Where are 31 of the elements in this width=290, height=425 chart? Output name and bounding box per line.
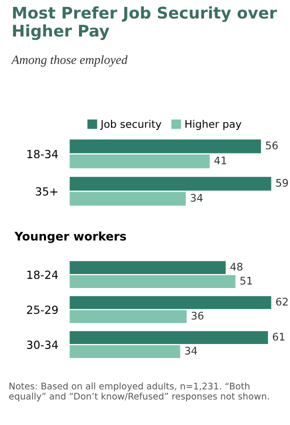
bar [70,176,272,191]
data-label: 61 [272,332,284,341]
data-label: 56 [266,142,278,150]
bar [70,310,187,324]
legend-label: Job security [100,120,162,130]
y-tick-label: 25-29 [27,306,58,314]
bar [70,192,186,206]
bar [70,275,236,288]
data-label: 34 [185,346,198,355]
data-label: 62 [276,298,288,306]
chart-title: Most Prefer Job Security over Higher Pay [13,6,277,40]
bar [70,261,226,274]
bar [70,296,272,310]
y-tick-label: 35+ [36,187,58,196]
data-label: 51 [240,276,252,285]
bar [70,331,268,344]
y-tick-label: 18-34 [27,150,58,158]
data-label: 48 [230,262,242,271]
y-tick-label: 30-34 [27,340,58,349]
chart-title: Younger workers [14,231,126,244]
data-label: 59 [276,178,288,187]
chart-subtitle: Among those employed [10,55,128,67]
bar [70,345,180,358]
text: Notes: Based on all employed adults, n=1,231. “Both equally” and “Don’t know/Refused” responses not shown. [9,382,269,402]
data-label: 41 [214,156,226,164]
data-label: 36 [192,312,204,320]
legend-label: Higher pay [186,120,242,130]
bar [70,139,261,154]
y-tick-label: 18-24 [27,270,58,279]
bar [70,154,210,168]
data-label: 34 [190,194,203,202]
